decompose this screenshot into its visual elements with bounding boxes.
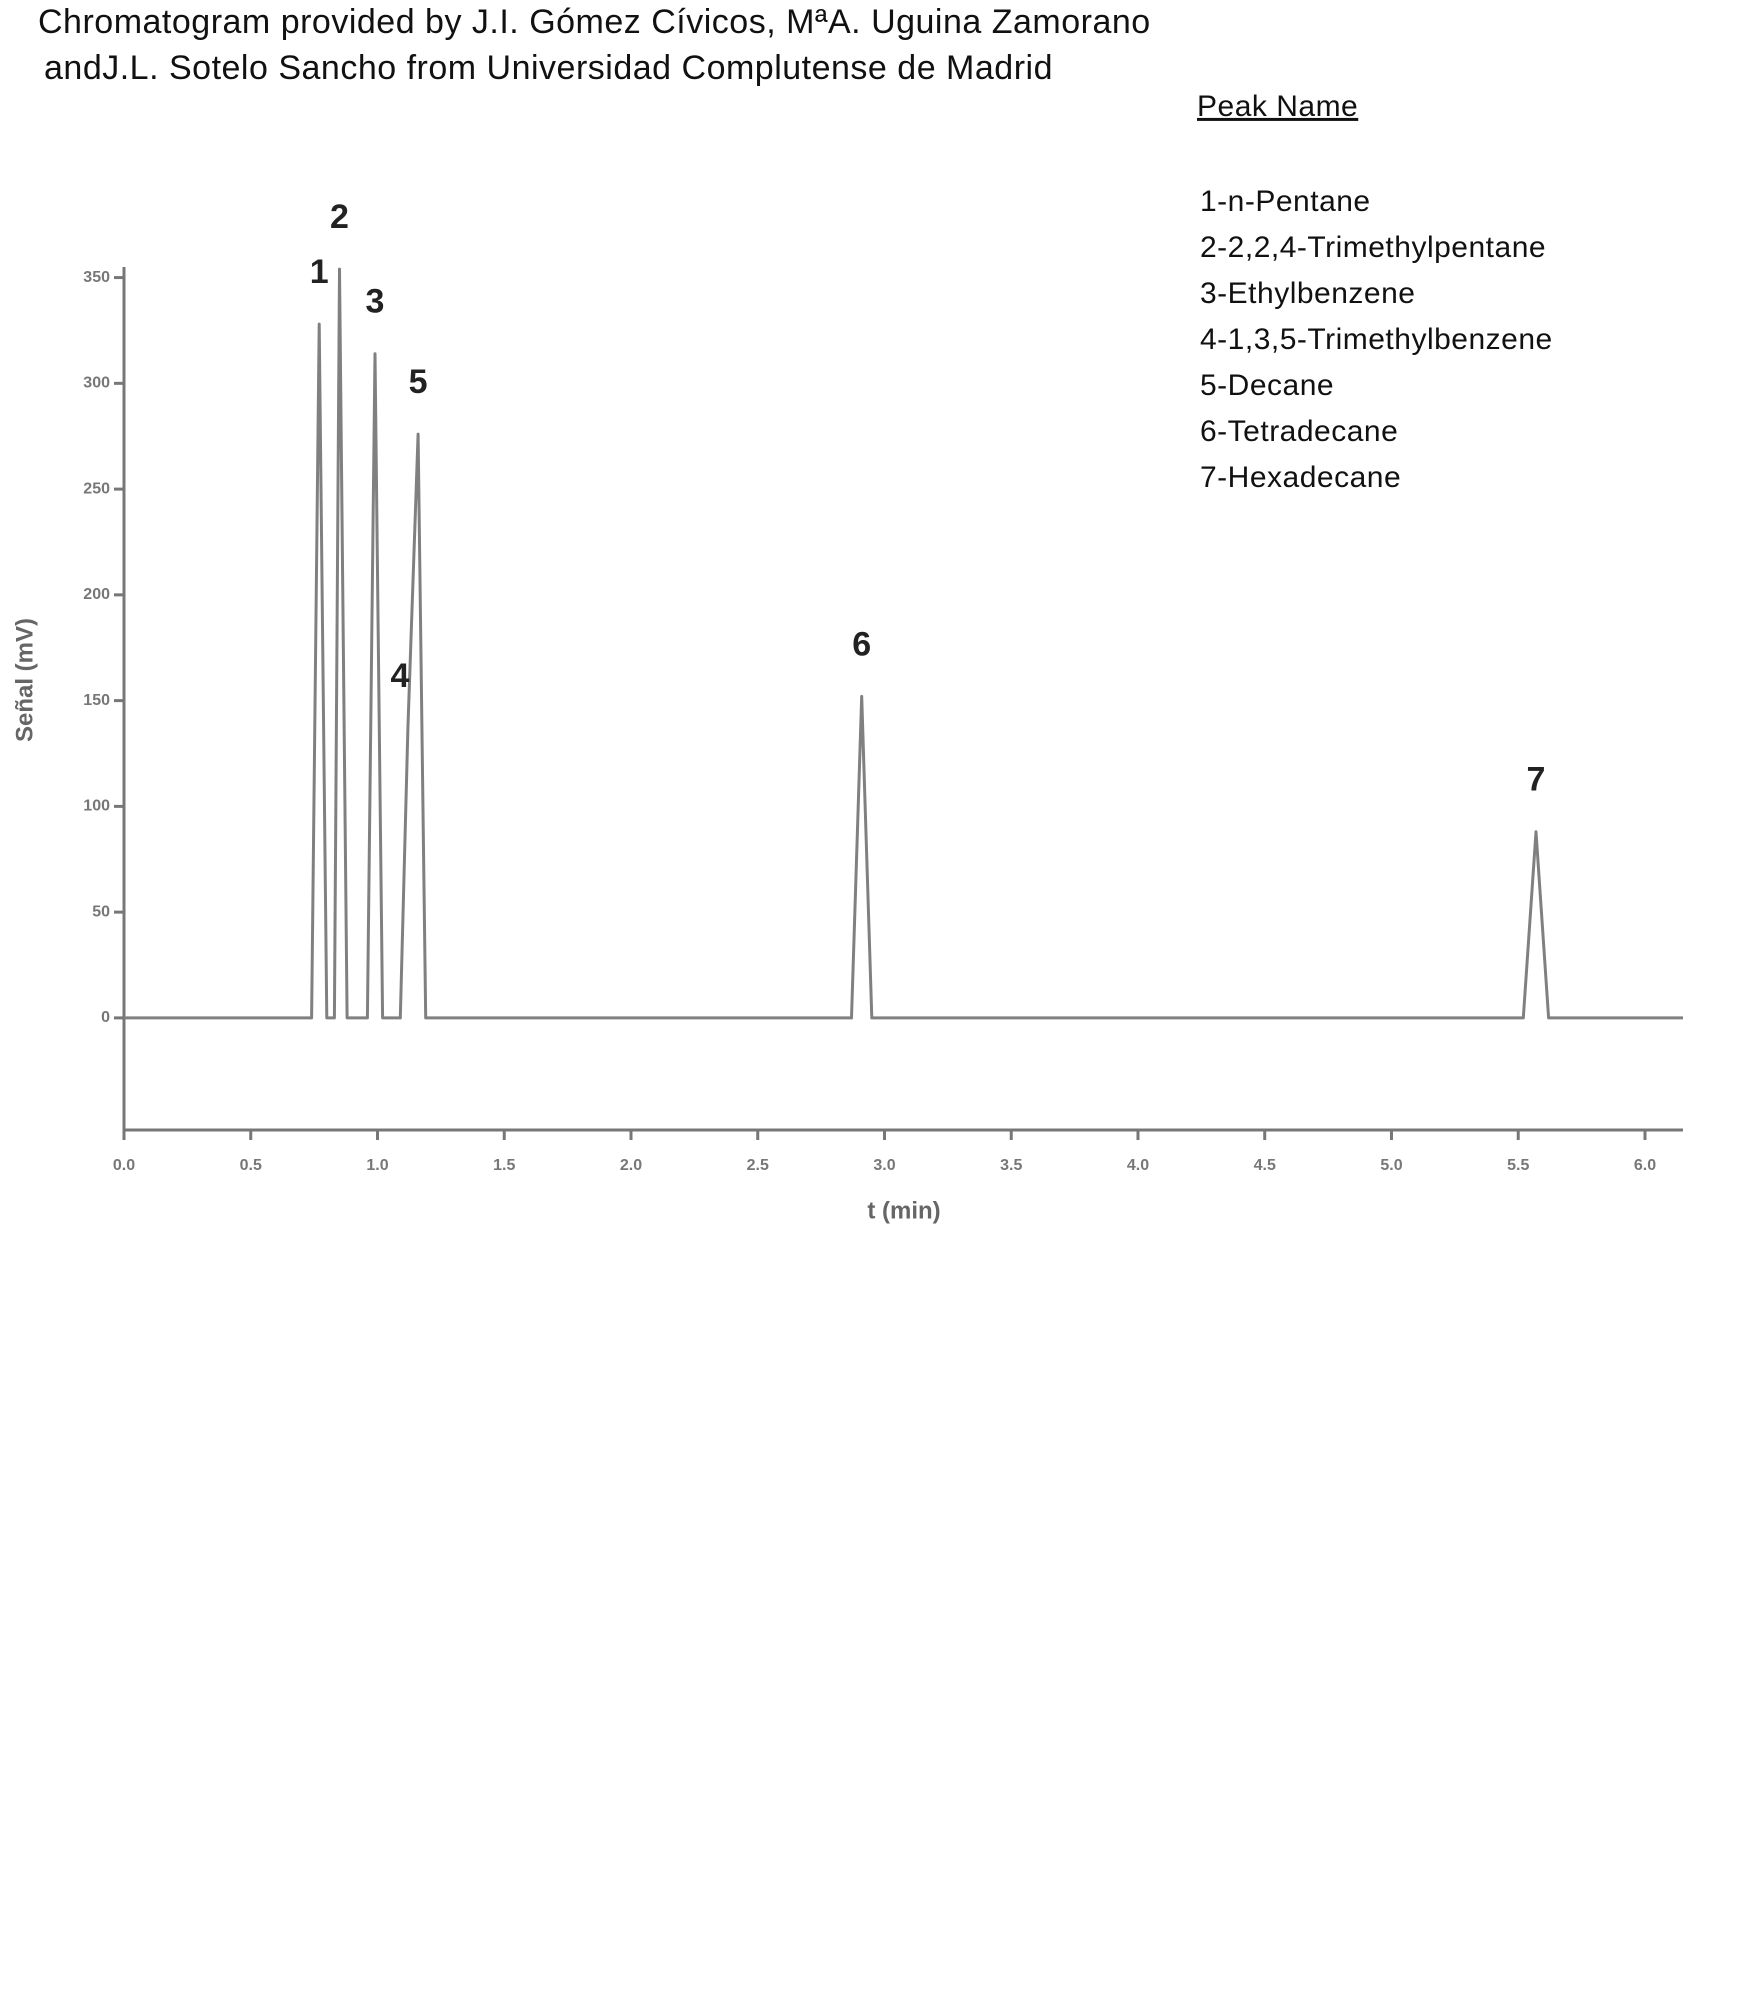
x-tick-label: 5.0 — [1380, 1157, 1402, 1174]
legend-title: Peak Name — [1197, 90, 1358, 123]
legend-entry: 2-2,2,4-Trimethylpentane — [1200, 231, 1546, 264]
chromatogram-line — [124, 267, 1683, 1020]
peak-label: 6 — [852, 625, 871, 663]
chart-title: andJ.L. Sotelo Sancho from Universidad C… — [44, 49, 1053, 87]
x-tick-label: 0.0 — [113, 1157, 135, 1174]
x-tick-label: 3.0 — [873, 1157, 895, 1174]
legend-entry: 7-Hexadecane — [1200, 461, 1401, 494]
x-tick-label: 4.0 — [1127, 1157, 1149, 1174]
x-tick-label: 5.5 — [1507, 1157, 1529, 1174]
peak-label: 2 — [330, 198, 349, 236]
legend-entry: 5-Decane — [1200, 369, 1334, 402]
y-tick-label: 150 — [83, 692, 110, 709]
peak-label: 7 — [1527, 761, 1546, 799]
peak-label: 5 — [409, 363, 428, 401]
legend-entry: 4-1,3,5-Trimethylbenzene — [1200, 323, 1553, 356]
legend-entry: 6-Tetradecane — [1200, 415, 1398, 448]
x-tick-label: 4.5 — [1254, 1157, 1276, 1174]
peak-label: 1 — [310, 253, 329, 291]
x-axis-title: t (min) — [867, 1197, 940, 1224]
legend-entry: 1-n-Pentane — [1200, 185, 1371, 218]
x-tick-label: 2.0 — [620, 1157, 642, 1174]
legend-entry: 3-Ethylbenzene — [1200, 277, 1415, 310]
y-axis-title: Señal (mV) — [11, 618, 38, 742]
y-tick-label: 300 — [83, 375, 110, 392]
chart-title: Chromatogram provided by J.I. Gómez Cívi… — [38, 3, 1151, 41]
y-tick-label: 0 — [101, 1009, 110, 1026]
y-tick-label: 50 — [92, 903, 110, 920]
y-tick-label: 250 — [83, 480, 110, 497]
x-tick-label: 3.5 — [1000, 1157, 1022, 1174]
y-tick-label: 200 — [83, 586, 110, 603]
peak-label: 3 — [366, 283, 385, 321]
x-tick-label: 2.5 — [747, 1157, 769, 1174]
x-tick-label: 0.5 — [240, 1157, 262, 1174]
y-tick-label: 350 — [83, 269, 110, 286]
x-tick-label: 1.5 — [493, 1157, 515, 1174]
x-tick-label: 1.0 — [366, 1157, 388, 1174]
x-tick-label: 6.0 — [1634, 1157, 1656, 1174]
peak-label: 4 — [390, 657, 409, 695]
y-tick-label: 100 — [83, 798, 110, 815]
